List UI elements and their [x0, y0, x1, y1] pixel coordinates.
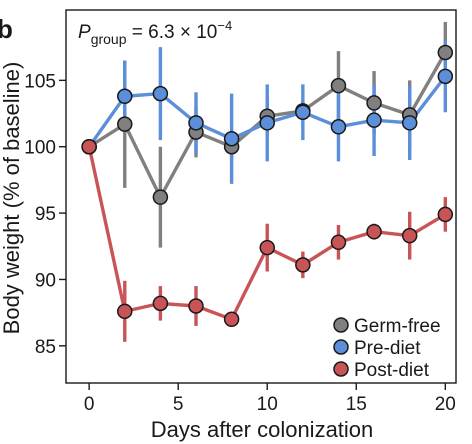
post-diet-point [295, 257, 311, 273]
x-tick-label: 15 [346, 394, 367, 415]
post-diet-point [366, 223, 382, 240]
pre-diet-point [223, 131, 240, 147]
post-diet-point [152, 295, 169, 312]
x-tick-label: 10 [257, 394, 278, 415]
p-value: = 6.3 × 10 [127, 22, 218, 43]
post-diet-point [259, 239, 275, 256]
pre-diet-point [437, 68, 454, 85]
germ-free-point [366, 95, 382, 111]
p-subscript: group [91, 31, 127, 47]
x-tick-label: 5 [173, 394, 184, 415]
x-tick-label: 20 [435, 394, 456, 415]
pre-diet-point [117, 88, 133, 105]
germ-free-point [437, 44, 454, 61]
pre-diet-point [152, 85, 169, 102]
pre-diet-point [188, 115, 204, 131]
post-diet-point [330, 234, 347, 251]
pre-diet-point [295, 104, 311, 120]
plot-frame [65, 9, 457, 384]
y-tick-label: 95 [35, 204, 56, 225]
p-value-annotation: Pgroup = 6.3 × 10−4 [78, 18, 232, 47]
pre-diet-point [259, 115, 275, 131]
legend-marker-post-diet [333, 361, 349, 377]
panel-label: b [0, 14, 13, 44]
data-points [81, 44, 454, 328]
p-symbol: P [78, 22, 91, 43]
y-tick-label: 100 [24, 138, 56, 159]
y-axis-title: Body weight (% of baseline) [0, 62, 24, 335]
legend-label-pre-diet: Pre-diet [354, 338, 421, 359]
germ-free-point [330, 77, 347, 94]
post-diet-point [117, 303, 133, 320]
pre-diet-point [366, 112, 382, 128]
x-tick-label: 0 [84, 394, 95, 415]
pre-diet-point [401, 115, 418, 131]
y-tick-label: 85 [35, 337, 56, 358]
x-axis-title: Days after colonization [151, 417, 374, 442]
germ-free-point [117, 116, 133, 132]
post-diet-point [437, 206, 454, 223]
legend-label-germ-free: Germ-free [354, 316, 441, 337]
legend-marker-germ-free [333, 317, 349, 333]
post-diet-point [81, 138, 97, 155]
pre-diet-point [330, 119, 347, 135]
y-tick-label: 105 [24, 71, 56, 92]
legend-marker-pre-diet [333, 339, 349, 355]
axes: 0 5 10 15 20 85 90 95 100 105 [24, 71, 456, 415]
post-diet-point [401, 227, 418, 244]
legend-label-post-diet: Post-diet [354, 360, 430, 381]
p-exponent: −4 [217, 18, 232, 33]
error-bars [123, 21, 448, 342]
germ-free-point [152, 189, 169, 205]
post-diet-point [223, 311, 240, 328]
plot-border [65, 9, 457, 384]
post-diet-point [188, 298, 204, 314]
y-tick-label: 90 [35, 270, 56, 291]
